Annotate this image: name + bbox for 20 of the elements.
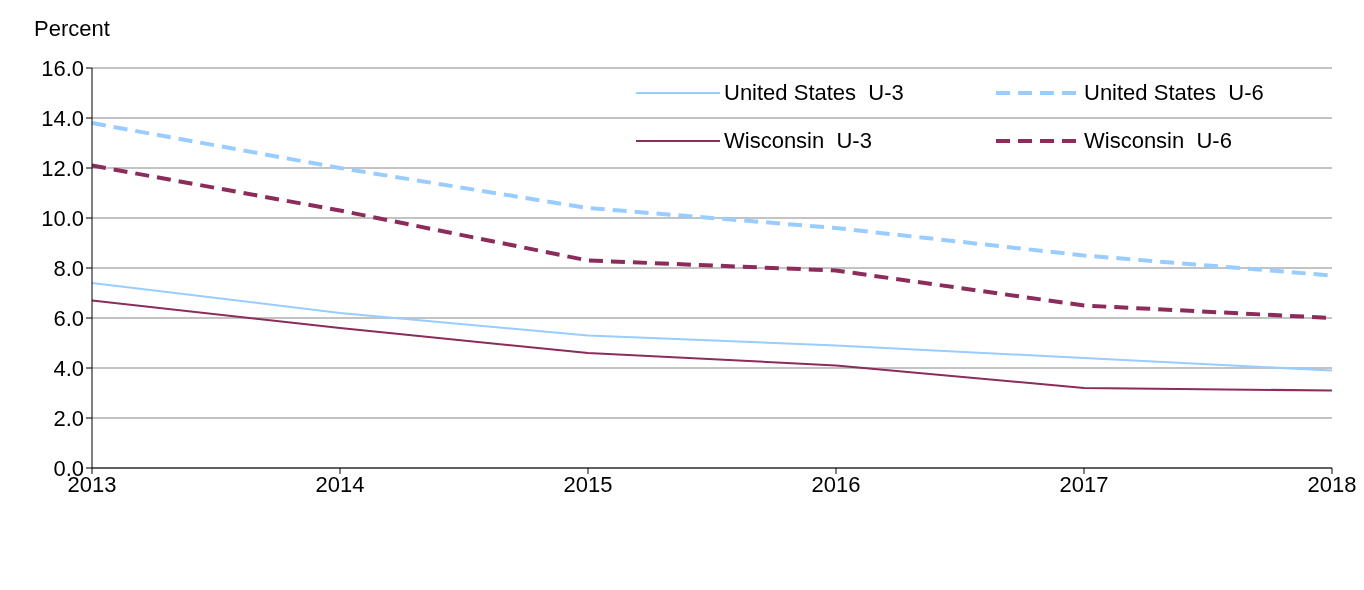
y-tick-label: 14.0	[41, 105, 84, 131]
y-tick-label: 16.0	[41, 55, 84, 81]
y-tick-label: 10.0	[41, 205, 84, 231]
y-axis-title: Percent	[34, 16, 110, 42]
legend-label: Wisconsin U-6	[1084, 128, 1232, 154]
y-tick-label: 8.0	[53, 255, 84, 281]
x-tick-label: 2018	[1307, 471, 1357, 497]
legend-label: Wisconsin U-3	[724, 128, 872, 154]
y-tick-label: 12.0	[41, 155, 84, 181]
legend-label: United States U-3	[724, 80, 904, 106]
line-series	[92, 282, 1332, 372]
y-tick-label: 2.0	[53, 405, 84, 431]
x-tick-label: 2016	[811, 471, 861, 497]
y-tick-label: 4.0	[53, 355, 84, 381]
legend-label: United States U-6	[1084, 80, 1264, 106]
line-series	[92, 299, 1332, 392]
x-tick-label: 2014	[315, 471, 365, 497]
x-tick-label: 2017	[1059, 471, 1109, 497]
y-tick-label: 6.0	[53, 305, 84, 331]
x-tick-label: 2015	[563, 471, 613, 497]
